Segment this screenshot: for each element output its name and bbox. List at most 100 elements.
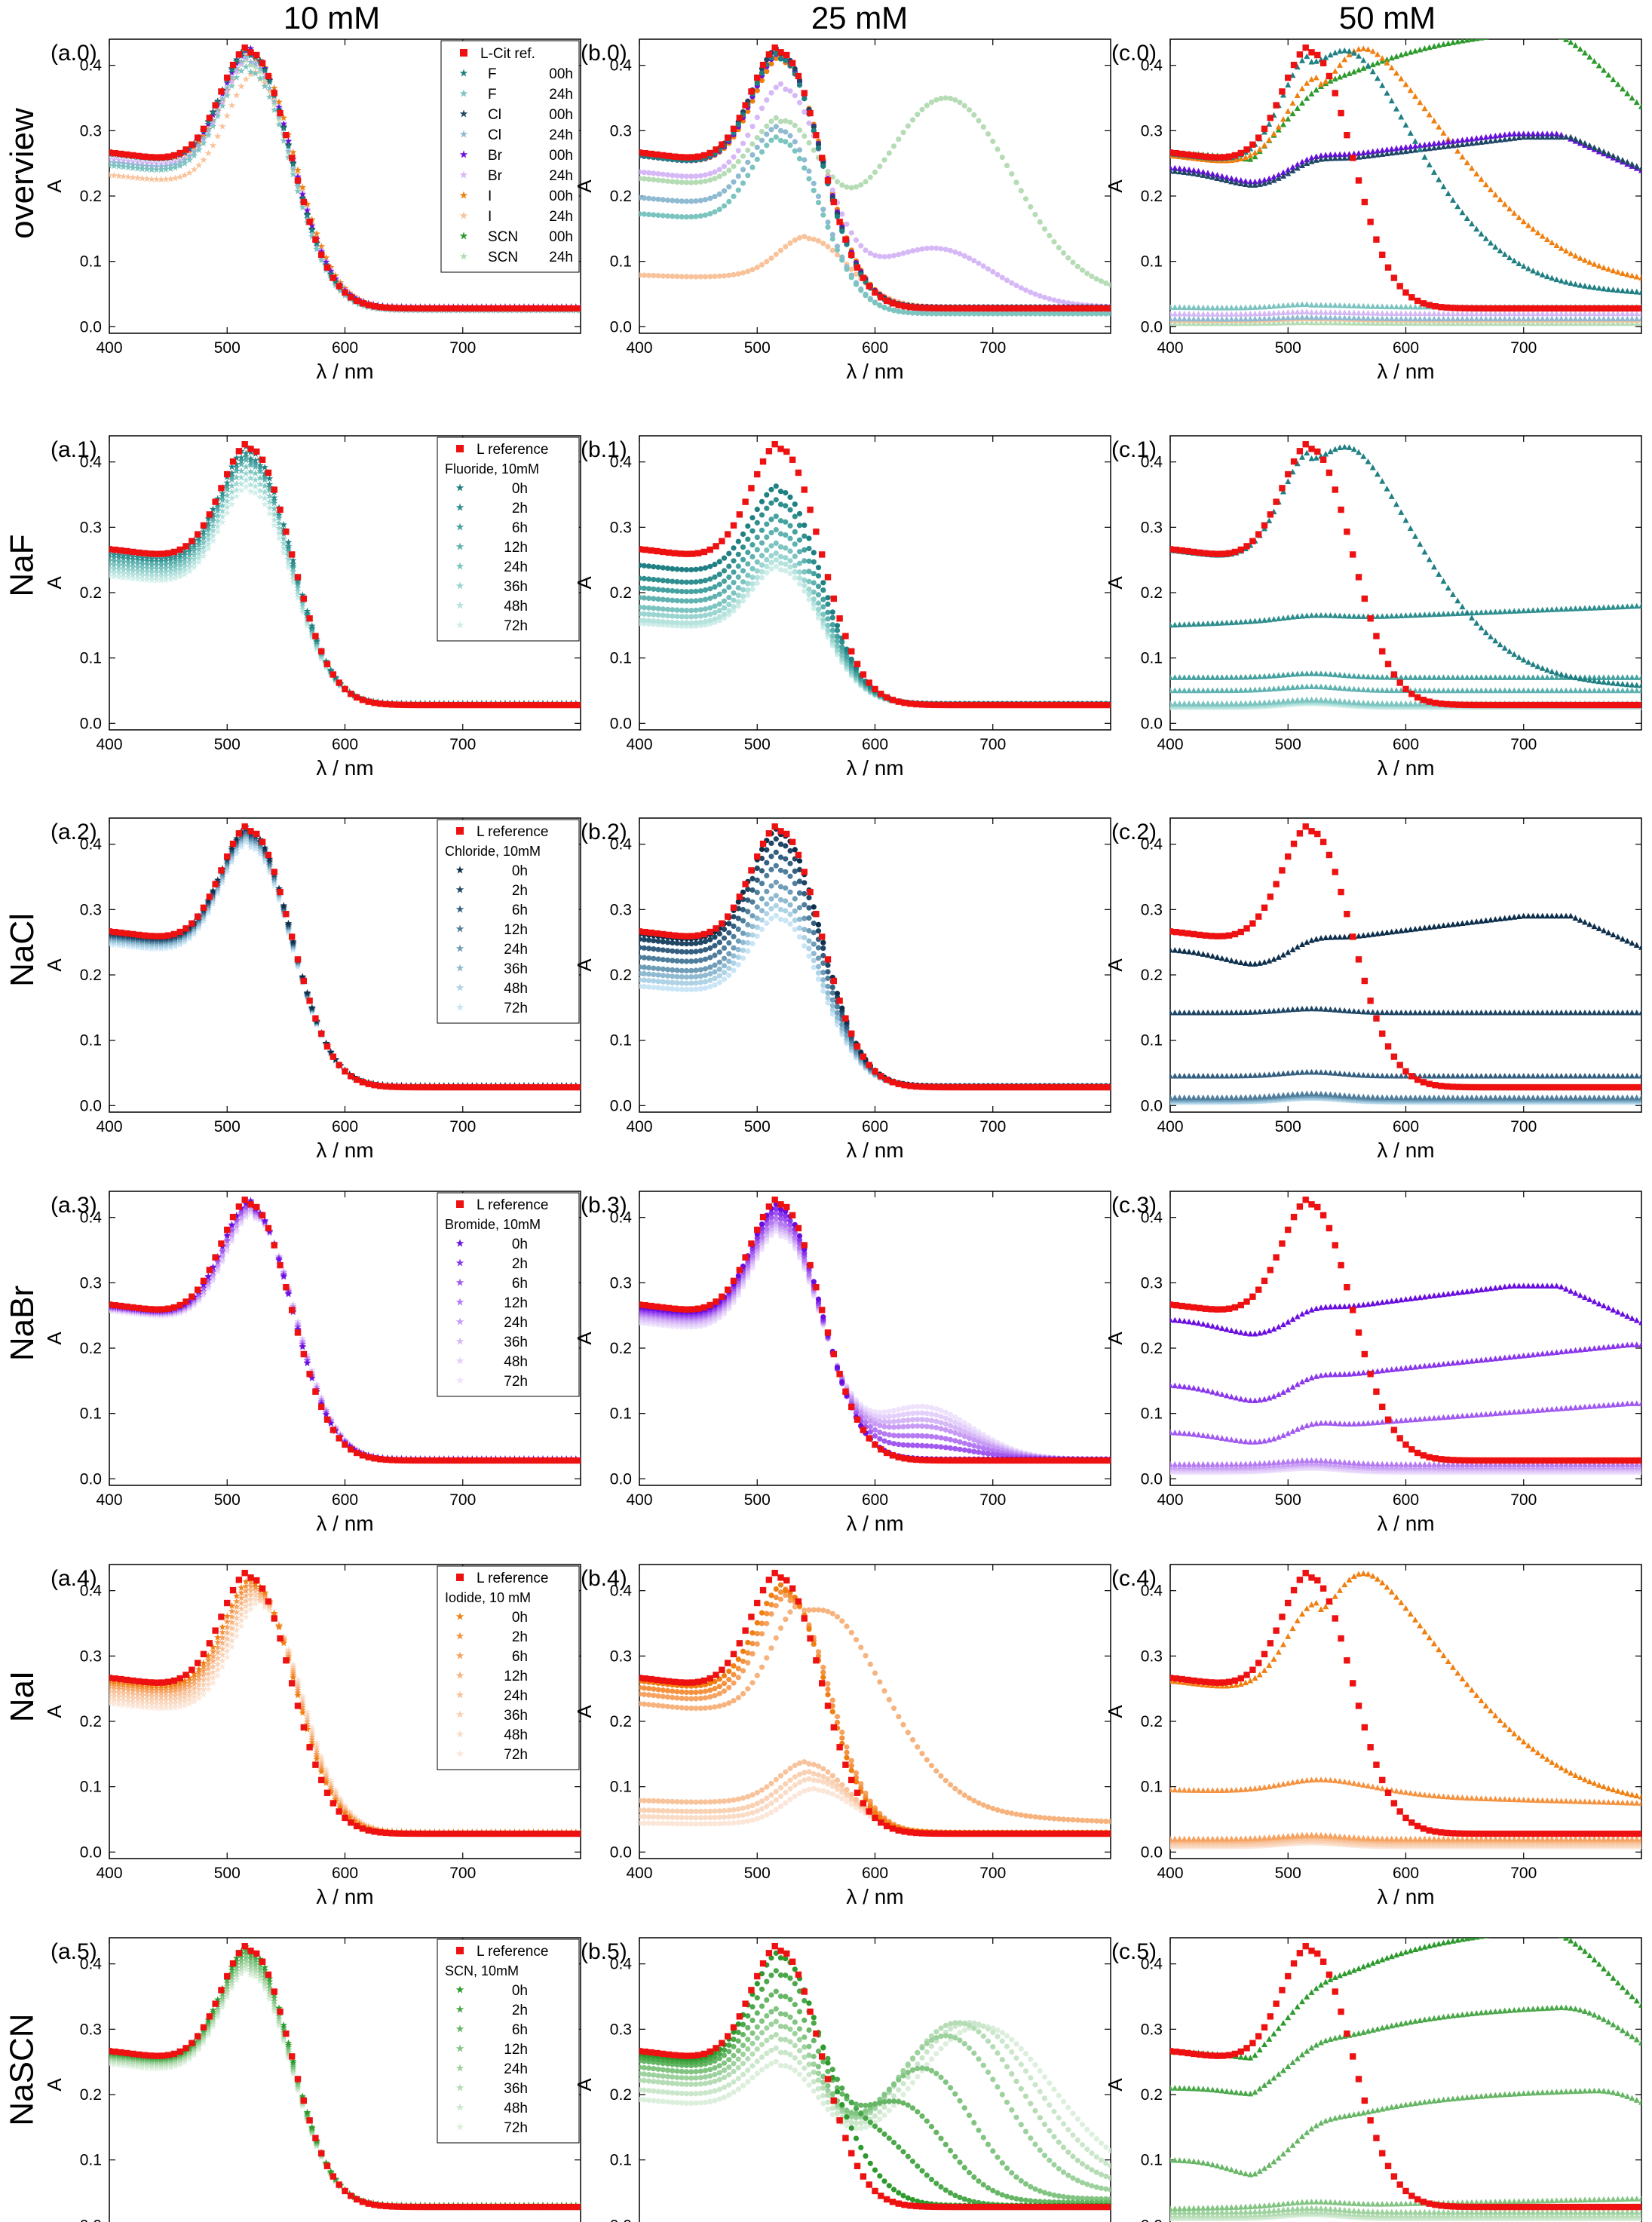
data-point xyxy=(130,548,136,556)
data-point xyxy=(961,253,967,259)
data-point xyxy=(768,529,774,536)
data-point xyxy=(577,701,581,709)
data-point xyxy=(1464,320,1470,326)
data-point xyxy=(1473,320,1480,326)
data-point xyxy=(1506,254,1513,261)
data-point xyxy=(1620,157,1626,163)
data-point xyxy=(820,241,826,247)
data-point xyxy=(839,648,845,654)
data-point xyxy=(271,521,278,529)
data-point xyxy=(749,575,756,581)
data-point xyxy=(824,177,832,184)
data-point xyxy=(806,168,812,174)
data-point xyxy=(1454,39,1461,44)
data-point xyxy=(853,184,860,190)
data-point xyxy=(694,153,702,160)
data-point xyxy=(1591,58,1598,64)
data-point xyxy=(1516,214,1522,220)
data-point xyxy=(689,154,696,161)
data-point xyxy=(120,163,127,170)
data-point xyxy=(1595,262,1602,269)
data-point xyxy=(1426,161,1433,167)
data-point xyxy=(820,163,826,169)
data-point xyxy=(1461,305,1468,312)
data-point xyxy=(1610,267,1617,274)
data-point xyxy=(318,251,325,259)
data-point xyxy=(1388,97,1395,104)
data-point xyxy=(1285,309,1292,315)
data-point xyxy=(1525,320,1531,326)
data-point xyxy=(1270,130,1277,136)
data-point xyxy=(1323,78,1329,84)
data-point xyxy=(1266,121,1273,127)
data-point xyxy=(228,482,236,489)
data-point xyxy=(190,165,198,173)
data-point xyxy=(1420,300,1427,307)
data-point xyxy=(1417,320,1424,326)
data-point xyxy=(976,118,982,124)
data-point xyxy=(815,592,822,598)
data-point xyxy=(1019,305,1026,312)
data-point xyxy=(815,146,822,152)
data-point xyxy=(716,581,722,587)
series-scn-00h xyxy=(1170,39,1641,162)
panel-label: (b.1) xyxy=(581,437,627,462)
data-point xyxy=(1323,314,1329,320)
data-point xyxy=(736,115,743,121)
data-point xyxy=(1337,62,1343,68)
data-point xyxy=(1247,178,1254,185)
data-point xyxy=(271,97,278,105)
y-tick-label: 0.2 xyxy=(1141,188,1163,205)
data-point xyxy=(1350,302,1357,309)
data-point xyxy=(825,609,831,615)
legend-entry-time: 00h xyxy=(549,148,573,164)
data-point xyxy=(1388,146,1395,152)
series-l-cit-ref- xyxy=(109,44,581,312)
data-point xyxy=(721,188,728,194)
data-point xyxy=(1591,310,1598,317)
data-point xyxy=(1323,155,1329,161)
data-point xyxy=(188,538,195,544)
data-point xyxy=(697,198,703,204)
data-point xyxy=(1577,320,1583,326)
data-point xyxy=(1421,315,1428,322)
data-point xyxy=(1431,320,1437,326)
data-point xyxy=(1032,311,1038,317)
data-point xyxy=(547,701,555,709)
data-point xyxy=(905,249,911,255)
data-point xyxy=(133,559,142,567)
data-point xyxy=(1591,261,1598,267)
data-point xyxy=(1360,320,1367,326)
data-point xyxy=(1375,51,1381,57)
data-point xyxy=(773,513,779,519)
data-point xyxy=(424,701,431,709)
data-point xyxy=(1220,154,1227,161)
data-point xyxy=(1375,75,1381,81)
data-point xyxy=(1412,315,1418,322)
data-point xyxy=(688,598,694,604)
series-scn-24h xyxy=(639,95,1111,288)
data-point xyxy=(436,701,443,709)
data-point xyxy=(1436,176,1442,182)
data-point xyxy=(1577,310,1583,317)
data-point xyxy=(947,247,954,253)
data-point xyxy=(233,492,241,500)
data-point xyxy=(773,134,779,140)
data-point xyxy=(1532,305,1539,312)
data-point xyxy=(233,68,241,75)
legend-marker xyxy=(456,445,464,452)
data-point xyxy=(1308,158,1315,164)
data-point xyxy=(259,456,266,463)
data-point xyxy=(754,144,760,151)
data-point xyxy=(754,547,760,553)
data-point xyxy=(209,522,217,529)
data-point xyxy=(256,65,264,72)
data-point xyxy=(660,152,667,159)
data-point xyxy=(1200,320,1206,326)
data-point xyxy=(1337,48,1343,54)
data-point xyxy=(1614,268,1621,275)
data-point xyxy=(1473,170,1480,176)
data-point xyxy=(212,102,219,109)
data-point xyxy=(1614,305,1621,312)
